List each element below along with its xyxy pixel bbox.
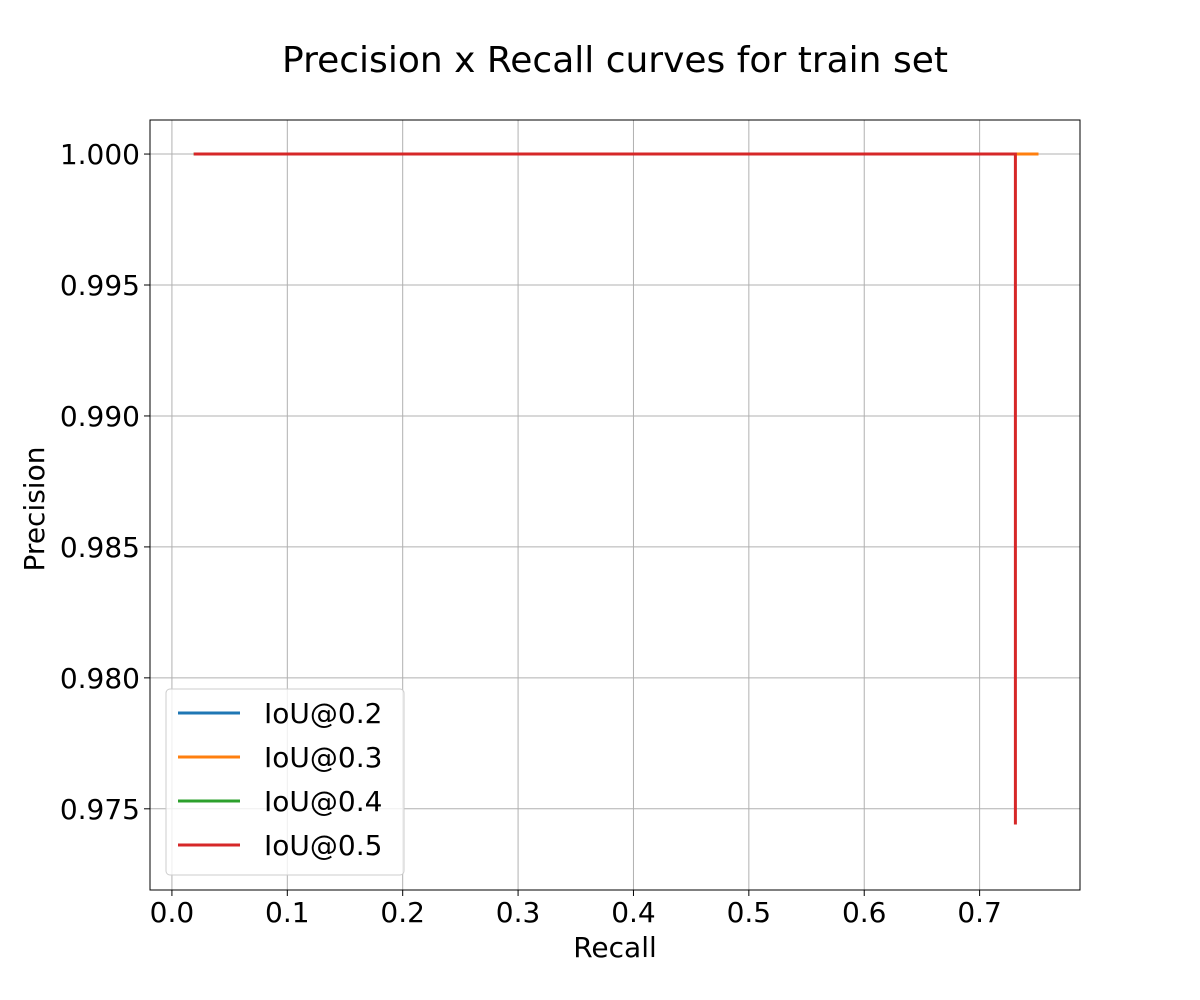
legend: IoU@0.2 IoU@0.3 IoU@0.4 IoU@0.5 <box>165 688 405 876</box>
legend-label: IoU@0.4 <box>264 785 382 818</box>
y-tick-label: 0.990 <box>60 400 140 433</box>
x-tick-label: 0.6 <box>842 896 887 929</box>
y-tick-label: 0.995 <box>60 269 140 302</box>
x-tick-label: 0.3 <box>496 896 541 929</box>
legend-label: IoU@0.2 <box>264 697 382 730</box>
y-tick-label: 0.980 <box>60 662 140 695</box>
plot-frame <box>149 119 1081 891</box>
x-axis-label: Recall <box>573 931 657 964</box>
x-tick-label: 0.1 <box>265 896 310 929</box>
x-tick-label: 0.2 <box>380 896 425 929</box>
y-tick-label: 0.985 <box>60 531 140 564</box>
legend-box <box>165 688 405 876</box>
x-tick-label: 0.4 <box>611 896 656 929</box>
series-line-iou-0-5 <box>193 152 1017 825</box>
legend-label: IoU@0.5 <box>264 829 382 862</box>
chart-title: Precision x Recall curves for train set <box>282 40 948 81</box>
x-tick-label: 0.7 <box>957 896 1002 929</box>
x-tick-label: 0.0 <box>150 896 195 929</box>
x-tick-label: 0.5 <box>727 896 772 929</box>
series-layer <box>193 152 1039 825</box>
y-tick-label: 0.975 <box>60 793 140 826</box>
tick-layer: 0.0 0.1 0.2 0.3 0.4 0.5 0.6 0.7 0.975 0.980 0.985 0… <box>60 138 1002 929</box>
y-tick-label: 1.000 <box>60 138 140 171</box>
y-axis-label: Precision <box>18 447 51 572</box>
legend-label: IoU@0.3 <box>264 741 382 774</box>
